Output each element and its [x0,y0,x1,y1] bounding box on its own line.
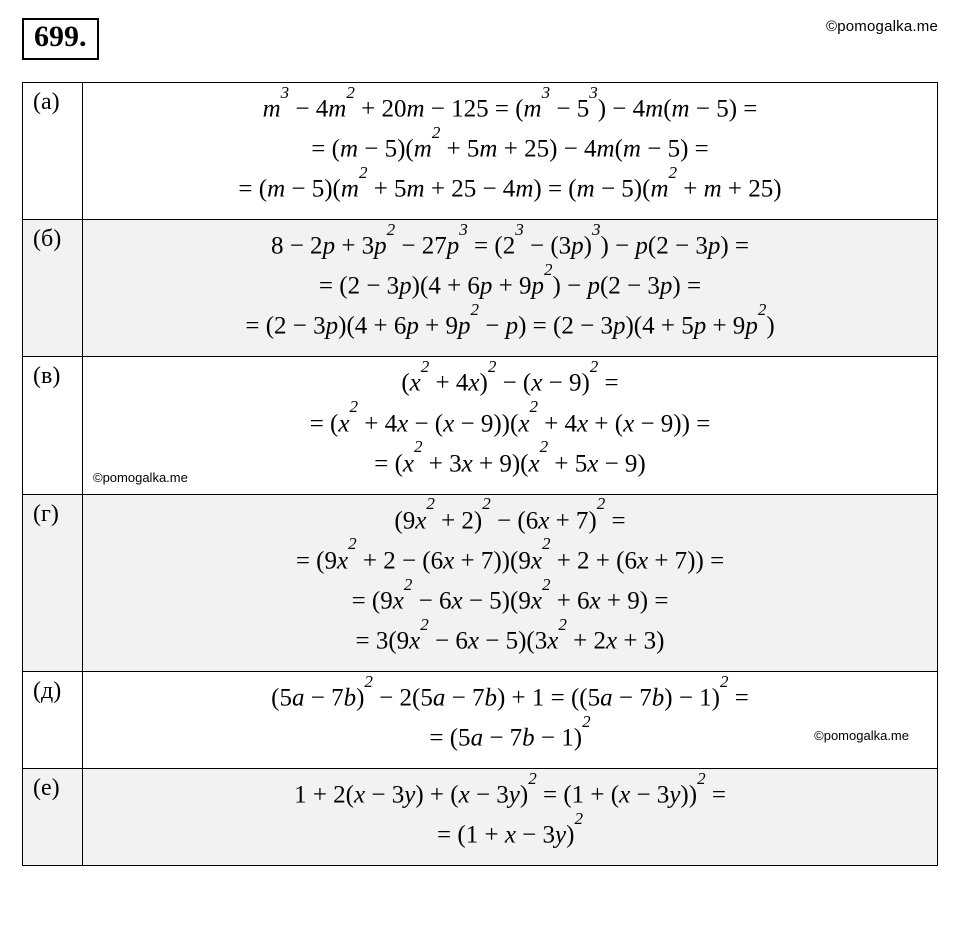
math-line: 8 − 2p + 3p2 − 27p3 = (23 − (3p)3) − p(2… [93,226,927,266]
math-line: = (9x2 + 2 − (6x + 7))(9x2 + 2 + (6x + 7… [93,541,927,581]
row-a-label: (а) [23,83,83,220]
math-line: = (5a − 7b − 1)2 [93,718,927,758]
math-line: (x2 + 4x)2 − (x − 9)2 = [93,363,927,403]
watermark-top: ©pomogalka.me [826,18,938,35]
row-e-label: (е) [23,769,83,866]
math-line: = 3(9x2 − 6x − 5)(3x2 + 2x + 3) [93,621,927,661]
row-v: (в) (x2 + 4x)2 − (x − 9)2 = = (x2 + 4x −… [23,357,938,494]
math-line: = (x2 + 4x − (x − 9))(x2 + 4x + (x − 9))… [93,404,927,444]
row-a-math: m3 − 4m2 + 20m − 125 = (m3 − 53) − 4m(m … [83,83,938,220]
row-g-math: (9x2 + 2)2 − (6x + 7)2 = = (9x2 + 2 − (6… [83,494,938,671]
math-line: = (2 − 3p)(4 + 6p + 9p2 − p) = (2 − 3p)(… [93,306,927,346]
solution-table: (а) m3 − 4m2 + 20m − 125 = (m3 − 53) − 4… [22,82,938,866]
row-d: (д) (5a − 7b)2 − 2(5a − 7b) + 1 = ((5a −… [23,672,938,769]
problem-number: 699. [34,20,87,53]
math-line: = (9x2 − 6x − 5)(9x2 + 6x + 9) = [93,581,927,621]
math-line: = (1 + x − 3y)2 [93,815,927,855]
row-a: (а) m3 − 4m2 + 20m − 125 = (m3 − 53) − 4… [23,83,938,220]
math-line: = (x2 + 3x + 9)(x2 + 5x − 9) [93,444,927,484]
row-v-math: (x2 + 4x)2 − (x − 9)2 = = (x2 + 4x − (x … [83,357,938,494]
watermark-inline: ©pomogalka.me [814,726,909,746]
row-g-label: (г) [23,494,83,671]
row-v-label: (в) [23,357,83,494]
math-line: (5a − 7b)2 − 2(5a − 7b) + 1 = ((5a − 7b)… [93,678,927,718]
math-line: 1 + 2(x − 3y) + (x − 3y)2 = (1 + (x − 3y… [93,775,927,815]
row-d-label: (д) [23,672,83,769]
math-line: = (m − 5)(m2 + 5m + 25) − 4m(m − 5) = [93,129,927,169]
problem-number-box: 699. [22,18,99,60]
math-line: (9x2 + 2)2 − (6x + 7)2 = [93,501,927,541]
row-b-math: 8 − 2p + 3p2 − 27p3 = (23 − (3p)3) − p(2… [83,220,938,357]
math-line: = (m − 5)(m2 + 5m + 25 − 4m) = (m − 5)(m… [93,169,927,209]
row-b: (б) 8 − 2p + 3p2 − 27p3 = (23 − (3p)3) −… [23,220,938,357]
row-d-math: (5a − 7b)2 − 2(5a − 7b) + 1 = ((5a − 7b)… [83,672,938,769]
row-e: (е) 1 + 2(x − 3y) + (x − 3y)2 = (1 + (x … [23,769,938,866]
row-e-math: 1 + 2(x − 3y) + (x − 3y)2 = (1 + (x − 3y… [83,769,938,866]
row-b-label: (б) [23,220,83,357]
math-line: m3 − 4m2 + 20m − 125 = (m3 − 53) − 4m(m … [93,89,927,129]
watermark-inline: ©pomogalka.me [93,468,188,488]
header-row: 699. ©pomogalka.me [22,18,938,60]
row-g: (г) (9x2 + 2)2 − (6x + 7)2 = = (9x2 + 2 … [23,494,938,671]
math-line: = (2 − 3p)(4 + 6p + 9p2) − p(2 − 3p) = [93,266,927,306]
